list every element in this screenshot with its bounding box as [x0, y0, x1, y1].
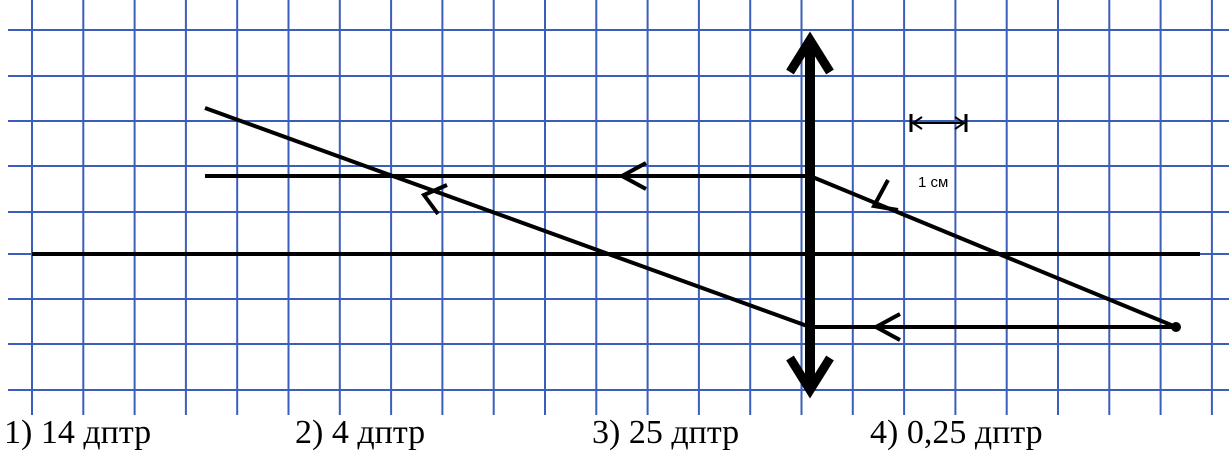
- scale-marker: 1 см: [909, 114, 968, 191]
- ray-incident-diagonal: [809, 174, 1177, 329]
- lens-arrow-top-icon: [786, 31, 834, 75]
- ray-arrow-diagonal-icon: [420, 183, 448, 216]
- grid: [8, 0, 1229, 415]
- ray-arrow-upper-diagonal-icon: [870, 179, 899, 212]
- rays-group: 1 см: [32, 31, 1200, 399]
- ray-refracted-diagonal: [204, 106, 811, 329]
- ray-arrow-lower-icon: [871, 312, 901, 342]
- ray-arrow-upper-icon: [617, 161, 647, 191]
- answer-options: 1) 14 дптр 2) 4 дптр 3) 25 дптр 4) 0,25 …: [0, 408, 1229, 458]
- answer-option-4[interactable]: 4) 0,25 дптр: [870, 414, 1043, 451]
- answer-option-2[interactable]: 2) 4 дптр: [295, 414, 426, 451]
- scale-label: 1 см: [918, 174, 948, 191]
- answer-option-3[interactable]: 3) 25 дптр: [592, 414, 740, 451]
- lens-arrow-bottom-icon: [786, 355, 834, 399]
- answer-option-1[interactable]: 1) 14 дптр: [4, 414, 152, 451]
